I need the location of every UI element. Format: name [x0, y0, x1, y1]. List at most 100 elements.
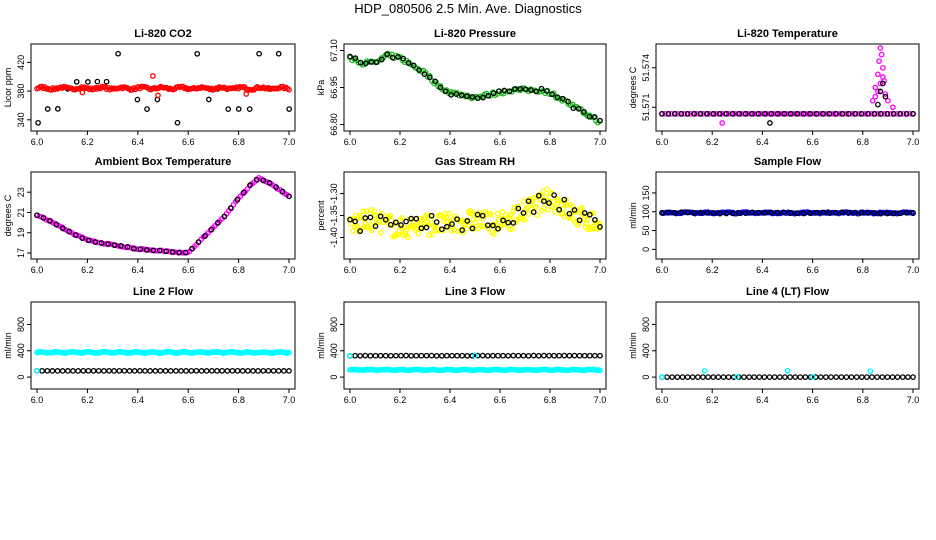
- data-point: [39, 367, 45, 374]
- y-tick-label: 17: [16, 248, 26, 258]
- data-point: [101, 368, 107, 374]
- data-point: [729, 210, 736, 217]
- x-tick-label: 6.2: [706, 395, 719, 405]
- y-axis: 51.571 51.574: [641, 54, 656, 121]
- x-tick-label: 6.0: [656, 265, 669, 275]
- data-point: [717, 210, 723, 217]
- data-points: [34, 174, 292, 256]
- data-point: [597, 352, 603, 359]
- y-axis: 17 19 21 23: [16, 187, 31, 258]
- chart-panel-8: Line 3 Flow 6.0 6.2 6.4 6.6 6.8 7.0 0 400 800ml/m…: [316, 286, 607, 405]
- data-point: [174, 119, 181, 126]
- data-point: [414, 221, 421, 228]
- y-axis-label: kPa: [316, 80, 326, 96]
- data-point: [684, 209, 691, 216]
- data-point: [665, 110, 672, 117]
- data-point: [449, 352, 455, 359]
- y-tick-label: 340: [16, 112, 26, 127]
- data-point: [415, 230, 422, 237]
- data-point: [561, 352, 568, 359]
- data-point: [544, 186, 550, 192]
- data-point: [40, 214, 47, 221]
- x-axis: 6.0 6.2 6.4 6.6 6.8 7.0: [31, 389, 295, 405]
- data-point: [809, 374, 816, 380]
- series-yellow: [347, 186, 603, 241]
- data-point: [426, 232, 433, 239]
- data-point: [691, 110, 698, 117]
- data-point: [749, 209, 755, 216]
- data-point: [890, 210, 897, 217]
- data-point: [182, 249, 189, 256]
- data-point: [910, 209, 916, 216]
- data-point: [551, 352, 557, 359]
- data-point: [705, 374, 711, 380]
- data-point: [774, 110, 781, 117]
- data-point: [469, 93, 476, 100]
- data-point: [848, 374, 855, 380]
- data-point: [776, 374, 783, 380]
- data-point: [715, 374, 722, 380]
- data-point: [463, 225, 470, 232]
- data-point: [520, 352, 527, 359]
- data-point: [147, 368, 153, 374]
- data-point: [890, 110, 897, 117]
- data-point: [787, 374, 793, 380]
- data-point: [689, 374, 696, 380]
- data-point: [479, 352, 486, 359]
- data-point: [771, 374, 778, 380]
- plot-frame: [655, 171, 920, 260]
- data-point: [879, 374, 886, 380]
- data-point: [784, 367, 791, 374]
- data-point: [480, 94, 486, 101]
- data-point: [416, 67, 422, 73]
- data-point: [438, 226, 445, 233]
- data-point: [756, 374, 763, 380]
- data-point: [372, 223, 379, 229]
- data-point: [592, 352, 598, 359]
- data-point: [885, 97, 891, 104]
- data-point: [150, 247, 157, 254]
- x-tick-label: 7.0: [907, 137, 920, 147]
- x-tick-label: 6.6: [806, 395, 819, 405]
- data-point: [668, 110, 675, 117]
- y-tick-label: 51.571: [641, 93, 651, 121]
- x-tick-label: 6.2: [394, 395, 407, 405]
- data-point: [823, 374, 829, 380]
- data-point: [704, 110, 710, 117]
- data-point: [387, 221, 394, 228]
- data-point: [845, 209, 852, 216]
- data-point: [571, 207, 578, 213]
- data-point: [144, 106, 150, 112]
- data-point: [597, 224, 603, 230]
- chart-panel-9: Line 4 (LT) Flow 6.0 6.2 6.4 6.6 6.8 7.0 0 400 80…: [628, 286, 920, 405]
- y-tick-label: -1.30: [329, 183, 339, 204]
- y-tick-label: 67.10: [329, 39, 339, 62]
- data-point: [65, 368, 71, 374]
- data-point: [273, 184, 279, 190]
- data-point: [820, 110, 826, 117]
- data-point: [235, 106, 242, 112]
- data-point: [701, 367, 708, 374]
- data-point: [225, 106, 232, 112]
- y-tick-label: 23: [16, 187, 26, 197]
- data-point: [367, 352, 374, 359]
- y-axis: 66.80 66.95 67.10: [329, 39, 344, 136]
- data-point: [480, 215, 487, 222]
- data-point: [202, 233, 208, 239]
- data-point: [549, 91, 555, 98]
- x-tick-label: 6.0: [344, 137, 357, 147]
- x-axis: 6.0 6.2 6.4 6.6 6.8 7.0: [656, 259, 919, 275]
- data-point: [157, 367, 164, 374]
- data-point: [674, 374, 681, 380]
- series-cyan-high: [347, 352, 478, 359]
- data-point: [807, 110, 813, 117]
- data-point: [152, 368, 159, 374]
- data-point: [194, 50, 201, 57]
- data-point: [426, 74, 433, 81]
- data-point: [432, 78, 438, 85]
- data-point: [564, 202, 571, 209]
- data-point: [881, 110, 888, 117]
- data-point: [729, 110, 736, 117]
- y-axis: -1.40-1.35-1.30: [329, 183, 344, 248]
- data-point: [525, 352, 532, 359]
